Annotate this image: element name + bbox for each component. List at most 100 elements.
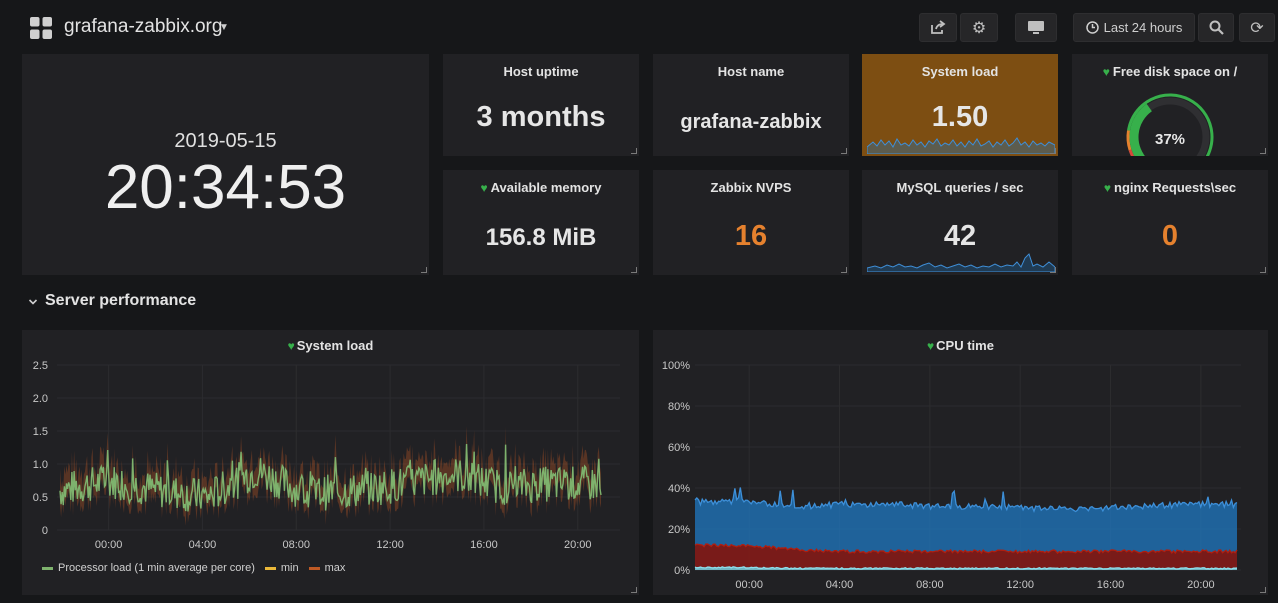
stat-value: 156.8 MiB bbox=[485, 224, 597, 251]
dashboard-title[interactable]: grafana-zabbix.org bbox=[64, 16, 223, 37]
resize-handle[interactable] bbox=[631, 267, 637, 273]
clock-icon bbox=[1085, 21, 1099, 34]
x-tick-label: 00:00 bbox=[735, 579, 763, 591]
x-tick-label: 12:00 bbox=[1006, 579, 1034, 591]
gear-icon: ⚙ bbox=[971, 19, 987, 37]
heart-icon: ♥ bbox=[1103, 181, 1111, 195]
clock-date: 2019-05-15 bbox=[174, 130, 277, 152]
caret-down-icon[interactable]: ▼ bbox=[219, 22, 229, 33]
legend-swatch bbox=[264, 566, 276, 570]
chart-cpu-time: ♥ CPU time 0% 20% 40% 60% 80% 100% 00:00 04:00 08… bbox=[653, 330, 1268, 595]
chart-title: System load bbox=[296, 338, 374, 353]
x-tick-label: 20:00 bbox=[1187, 579, 1215, 591]
y-tick-label: 100% bbox=[662, 360, 690, 372]
stat-zabbix-nvps: Zabbix NVPS 16 bbox=[653, 170, 849, 275]
series-red-line bbox=[694, 543, 1238, 555]
stat-value: 1.50 bbox=[931, 101, 989, 133]
resize-handle[interactable] bbox=[841, 267, 847, 273]
series-cyan-line bbox=[694, 566, 1238, 570]
cpu-time-plot[interactable]: 0% 20% 40% 60% 80% 100% 00:00 04:00 08:00 12:00 16… bbox=[653, 330, 1268, 595]
row-title[interactable]: Server performance bbox=[45, 292, 197, 309]
x-tick-label: 16:00 bbox=[1097, 579, 1125, 591]
resize-handle[interactable] bbox=[1050, 267, 1056, 273]
x-tick-label: 04:00 bbox=[189, 539, 217, 551]
stat-value: 3 months bbox=[476, 101, 606, 133]
x-tick-label: 08:00 bbox=[916, 579, 944, 591]
y-tick-label: 1.5 bbox=[33, 426, 48, 438]
resize-handle[interactable] bbox=[1260, 148, 1266, 154]
stat-title: Available memory bbox=[490, 180, 602, 195]
y-tick-label: 40% bbox=[668, 483, 690, 495]
legend-item[interactable]: max bbox=[308, 562, 345, 574]
settings-button[interactable]: ⚙ bbox=[960, 13, 998, 42]
tv-mode-button[interactable] bbox=[1015, 13, 1057, 42]
resize-handle[interactable] bbox=[1260, 267, 1266, 273]
time-range-label: Last 24 hours bbox=[1103, 20, 1183, 35]
x-tick-label: 04:00 bbox=[826, 579, 854, 591]
grid-icon[interactable] bbox=[30, 17, 52, 39]
clock-time: 20:34:53 bbox=[104, 153, 347, 222]
series-processor-load bbox=[59, 443, 602, 512]
share-button[interactable] bbox=[919, 13, 957, 42]
y-tick-label: 0 bbox=[42, 525, 48, 537]
sparkline bbox=[867, 253, 1055, 272]
resize-handle[interactable] bbox=[1260, 587, 1266, 593]
stat-title: Zabbix NVPS bbox=[710, 180, 792, 195]
stat-title: Host name bbox=[717, 64, 785, 79]
stat-title: MySQL queries / sec bbox=[896, 180, 1024, 195]
time-picker-button[interactable]: Last 24 hours bbox=[1073, 13, 1195, 42]
legend-item[interactable]: Processor load (1 min average per core) bbox=[42, 562, 255, 574]
refresh-icon: ⟳ bbox=[1250, 19, 1264, 37]
x-tick-label: 16:00 bbox=[470, 539, 498, 551]
stat-free-disk: ♥ Free disk space on / 37% bbox=[1072, 54, 1268, 156]
series-blue-line bbox=[694, 487, 1238, 513]
legend-item[interactable]: min bbox=[264, 562, 299, 574]
legend-swatch bbox=[308, 566, 320, 570]
share-icon bbox=[931, 20, 946, 34]
stat-system-load: System load 1.50 bbox=[862, 54, 1058, 156]
resize-handle[interactable] bbox=[841, 148, 847, 154]
resize-handle[interactable] bbox=[421, 267, 427, 273]
y-tick-label: 0.5 bbox=[33, 492, 48, 504]
x-tick-label: 00:00 bbox=[95, 539, 123, 551]
y-tick-label: 1.0 bbox=[33, 459, 48, 471]
stat-title: Free disk space on / bbox=[1112, 64, 1238, 79]
sparkline bbox=[867, 137, 1055, 154]
series-red-area bbox=[695, 544, 1237, 570]
stat-available-memory: ♥ Available memory 156.8 MiB bbox=[443, 170, 639, 275]
heart-icon: ♥ bbox=[480, 181, 488, 195]
x-tick-label: 08:00 bbox=[283, 539, 311, 551]
chart-system-load: ♥ System load 0 0.5 1.0 1.5 2.0 2.5 00:00 04:00 0… bbox=[22, 330, 639, 595]
monitor-icon bbox=[1028, 21, 1044, 34]
zoom-out-icon bbox=[1209, 20, 1224, 35]
y-tick-label: 20% bbox=[668, 524, 690, 536]
x-tick-label: 20:00 bbox=[564, 539, 592, 551]
x-tick-label: 12:00 bbox=[376, 539, 404, 551]
gauge-value: 37% bbox=[1155, 131, 1185, 148]
resize-handle[interactable] bbox=[1050, 148, 1056, 154]
heart-icon: ♥ bbox=[1102, 65, 1110, 79]
system-load-plot[interactable]: 0 0.5 1.0 1.5 2.0 2.5 00:00 04:00 08:00 12:00 16:0… bbox=[22, 330, 639, 560]
stat-title: Host uptime bbox=[503, 64, 579, 79]
chevron-down-icon[interactable] bbox=[28, 297, 38, 307]
resize-handle[interactable] bbox=[631, 587, 637, 593]
stat-host-name: Host name grafana-zabbix bbox=[653, 54, 849, 156]
stat-host-uptime: Host uptime 3 months bbox=[443, 54, 639, 156]
y-tick-label: 2.0 bbox=[33, 393, 48, 405]
stat-value: 42 bbox=[943, 220, 977, 252]
top-bar: grafana-zabbix.org ▼ ⚙ Last 24 hours ⟳ bbox=[0, 0, 1278, 50]
refresh-button[interactable]: ⟳ bbox=[1239, 13, 1275, 42]
heart-icon: ♥ bbox=[927, 339, 935, 353]
stat-title: System load bbox=[921, 64, 999, 79]
clock-panel: 2019-05-15 20:34:53 bbox=[22, 54, 429, 275]
zoom-out-button[interactable] bbox=[1198, 13, 1234, 42]
y-tick-label: 80% bbox=[668, 401, 690, 413]
stat-title: nginx Requests\sec bbox=[1114, 180, 1237, 195]
heart-icon: ♥ bbox=[287, 339, 295, 353]
stat-value: 0 bbox=[1161, 220, 1179, 252]
y-tick-label: 2.5 bbox=[33, 360, 48, 372]
chart-legend: Processor load (1 min average per core) … bbox=[42, 562, 345, 574]
legend-swatch bbox=[42, 566, 53, 570]
resize-handle[interactable] bbox=[631, 148, 637, 154]
stat-value: grafana-zabbix bbox=[680, 111, 822, 133]
